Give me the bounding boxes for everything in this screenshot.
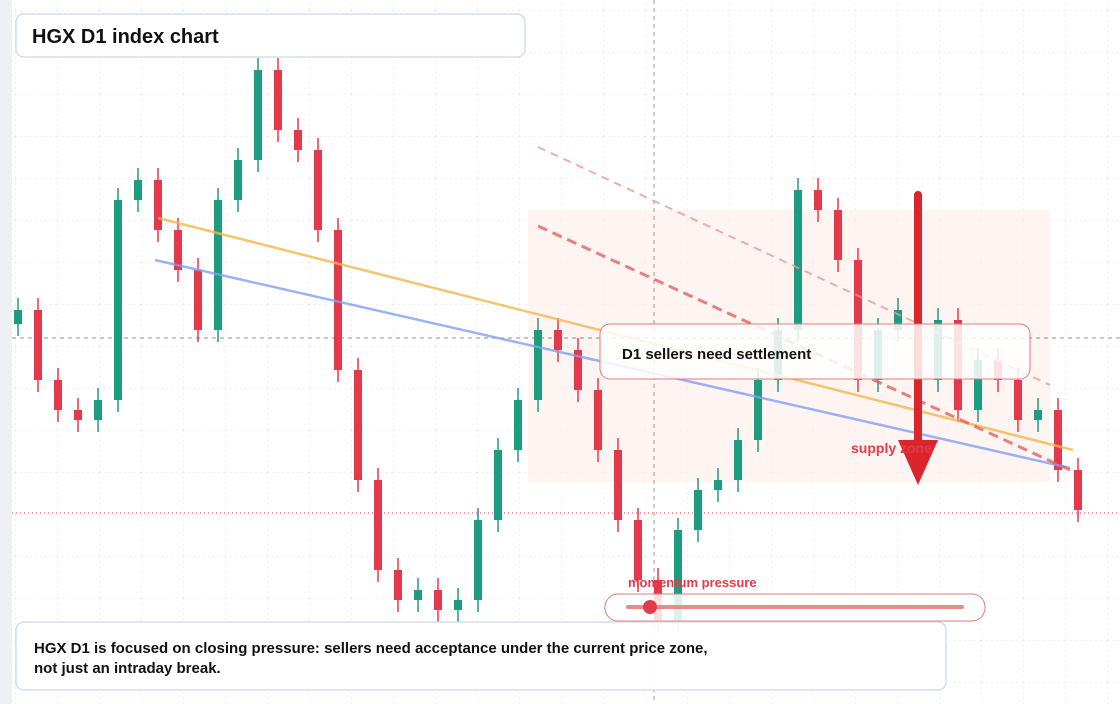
note-box [15,621,947,691]
candle-body [1054,410,1062,470]
candle-body [254,70,262,160]
candle-body [374,480,382,570]
candle-body [814,190,822,210]
candle-body [474,520,482,600]
candle-body [54,380,62,410]
channel-line [537,146,1051,386]
candle-body [854,260,862,380]
candle-body [234,160,242,200]
candle-body [614,450,622,520]
candle-body [394,570,402,600]
candle-body [714,480,722,490]
candle-body [34,310,42,380]
candle-body [94,400,102,420]
candle-body [1034,410,1042,420]
candle-body [314,150,322,230]
callout: D1 sellers need settlement [622,346,811,363]
zone-label: supply zone [851,440,932,456]
candle-body [494,450,502,520]
candle-body [354,370,362,480]
candle-body [694,490,702,530]
candle-body [434,590,442,610]
candle-body [554,330,562,350]
candle-body [834,210,842,260]
note-line: HGX D1 is focused on closing pressure: s… [34,640,708,657]
candle-body [754,380,762,440]
candle-body [294,130,302,150]
callout-box [599,323,1031,380]
candle-body [634,520,642,580]
candle-body [74,410,82,420]
chart-title: HGX D1 index chart [32,26,219,48]
candle-body [534,330,542,400]
candle-body [1014,380,1022,420]
slider-label: momentum pressure [628,575,757,590]
candle-body [734,440,742,480]
candle-body [414,590,422,600]
candle-body [154,180,162,230]
candle-body [894,310,902,330]
candle-body [974,360,982,410]
arrow-head [898,440,938,485]
candle-body [114,200,122,400]
note-line: not just an intraday break. [34,660,221,677]
candle-body [794,190,802,330]
slider-knob[interactable] [643,600,657,614]
candle-body [514,400,522,450]
candle-body [14,310,22,324]
candle-body [454,600,462,610]
candle-body [334,230,342,370]
candle-body [214,200,222,330]
candle-body [594,390,602,450]
title-box [15,13,526,58]
candle-body [274,70,282,130]
candle-body [174,230,182,270]
candle-body [674,530,682,620]
candle-body [194,270,202,330]
left-edge [0,0,12,704]
candle-body [1074,470,1082,510]
candle-body [574,350,582,390]
candle-body [134,180,142,200]
